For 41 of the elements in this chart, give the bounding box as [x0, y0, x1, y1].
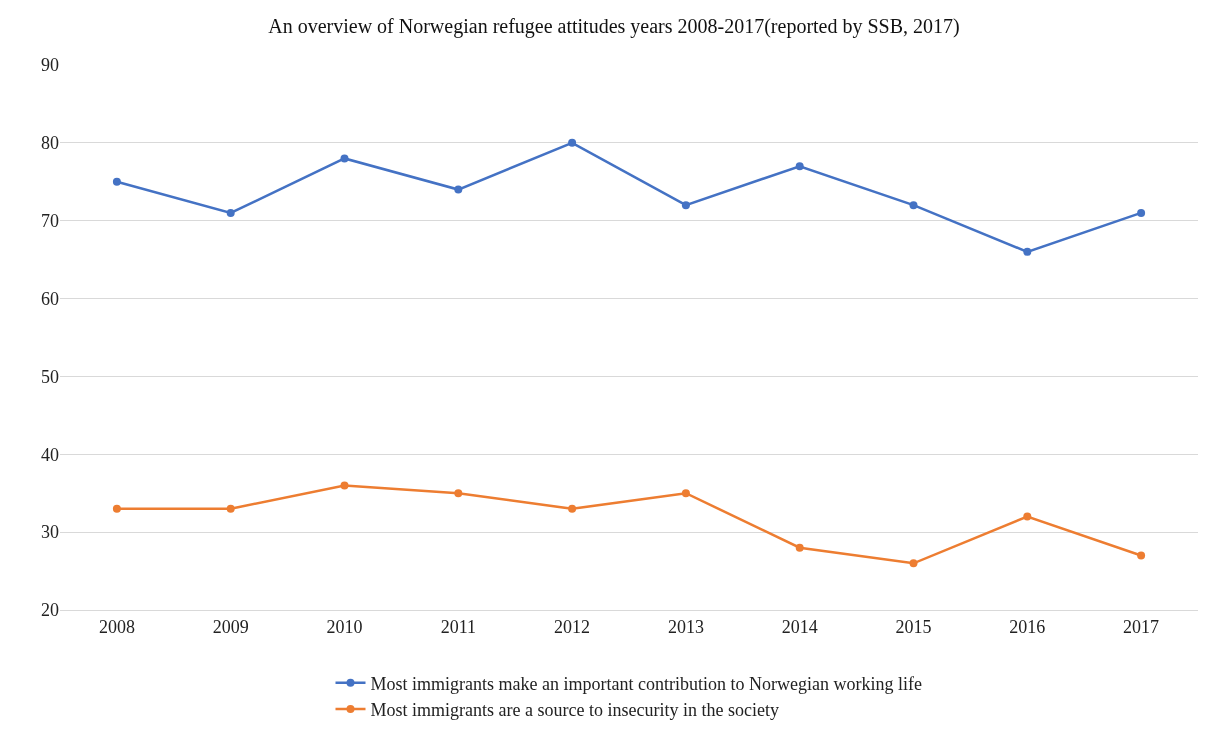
point: [681, 201, 690, 210]
x-tick-label: 2013: [667, 616, 704, 637]
point: [226, 504, 235, 513]
point: [909, 559, 918, 568]
x-tick-label: 2015: [895, 616, 932, 637]
point: [112, 504, 121, 513]
x-tick-label: 2014: [781, 616, 818, 637]
point: [909, 201, 918, 210]
legend-label: Most immigrants are a source to insecurity in the society: [370, 700, 779, 721]
point: [1023, 512, 1032, 521]
x-tick-label: 2008: [98, 616, 135, 637]
x-tick-label: 2011: [440, 616, 476, 637]
point: [340, 481, 349, 490]
y-tick-label: 20: [41, 600, 59, 621]
y-tick-label: 30: [41, 522, 59, 543]
point: [340, 154, 349, 163]
y-tick-label: 60: [41, 288, 59, 309]
point: [112, 177, 121, 186]
x-tick-label: 2009: [212, 616, 249, 637]
point: [1137, 551, 1146, 560]
point: [568, 138, 577, 147]
point: [1023, 247, 1032, 256]
x-tick-label: 2012: [554, 616, 591, 637]
point: [226, 208, 235, 217]
y-tick-label: 80: [41, 133, 59, 154]
chart-title: An overview of Norwegian refugee attitudes years 2008-2017(reported by SSB, 2017): [268, 14, 960, 38]
x-tick-label: 2016: [1009, 616, 1046, 637]
point: [454, 489, 463, 498]
y-tick-label: 40: [41, 444, 59, 465]
point: [454, 185, 463, 194]
point: [1137, 208, 1146, 217]
y-tick-label: 90: [41, 55, 59, 76]
legend-label: Most immigrants make an important contribution to Norwegian working life: [370, 673, 922, 694]
point: [681, 489, 690, 498]
point: [795, 543, 804, 552]
x-tick-label: 2010: [326, 616, 363, 637]
y-tick-label: 70: [41, 211, 59, 232]
y-tick-label: 50: [41, 366, 59, 387]
point: [795, 162, 804, 171]
x-tick-label: 2017: [1123, 616, 1160, 637]
point: [568, 504, 577, 513]
